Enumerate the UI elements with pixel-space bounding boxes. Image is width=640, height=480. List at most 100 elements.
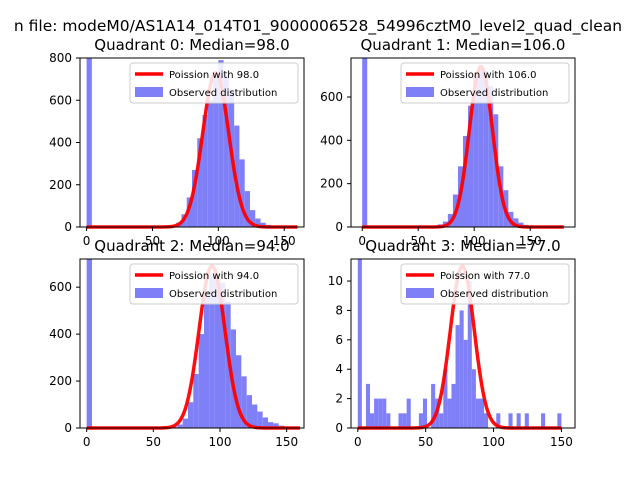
histogram-bar xyxy=(524,413,529,428)
histogram-bar xyxy=(508,413,513,428)
histogram-bar xyxy=(422,398,428,428)
histogram-bar xyxy=(223,74,229,228)
histogram-bar xyxy=(236,355,242,428)
histogram-bar xyxy=(447,398,452,428)
x-tick-label: 150 xyxy=(273,234,296,248)
y-tick-label: 600 xyxy=(320,90,343,104)
legend: Poission with 77.0 Observed distribution xyxy=(400,263,570,305)
y-tick-label: 2 xyxy=(335,392,343,406)
x-tick-label: 0 xyxy=(83,435,91,449)
legend-bar-swatch xyxy=(406,288,434,298)
histogram-bar xyxy=(488,86,494,227)
x-tick-label: 50 xyxy=(146,435,161,449)
histogram-bar xyxy=(479,398,485,428)
histogram-bar xyxy=(209,275,215,428)
legend-label-observed: Observed distribution xyxy=(440,289,548,300)
y-tick-label: 6 xyxy=(335,333,343,347)
histogram-bar xyxy=(557,413,562,428)
histogram-bar xyxy=(431,383,436,428)
legend-label-observed: Observed distribution xyxy=(440,88,548,99)
y-tick-label: 400 xyxy=(49,136,72,150)
legend-label-poisson: Poission with 77.0 xyxy=(440,271,530,282)
histogram-bar xyxy=(357,259,362,428)
histogram-bar xyxy=(463,136,469,227)
legend-bar-swatch xyxy=(135,288,163,298)
histogram-bar xyxy=(257,411,263,428)
histogram-bar xyxy=(207,100,214,227)
legend: Poission with 94.0 Observed distribution xyxy=(129,263,299,305)
histogram-bar xyxy=(214,277,220,428)
histogram-bar xyxy=(268,422,274,428)
y-tick-label: 600 xyxy=(49,280,72,294)
legend: Poission with 106.0 Observed distribution xyxy=(400,62,570,104)
x-tick-label: 150 xyxy=(275,435,298,449)
y-tick-label: 400 xyxy=(49,327,72,341)
histogram-bar xyxy=(483,71,489,227)
histogram-bar xyxy=(513,218,519,227)
histogram-bar xyxy=(443,369,448,428)
legend-box xyxy=(400,62,570,104)
axes-frame xyxy=(350,57,576,228)
quadrant-0-panel: 0 50 100 150 0 200 400 600 800 Quadrant 0: Median… xyxy=(49,36,305,248)
histogram-bar xyxy=(244,191,250,227)
histogram-bar xyxy=(365,383,370,428)
legend-bar-swatch xyxy=(135,87,163,97)
legend-box xyxy=(400,263,570,305)
y-tick-label: 0 xyxy=(335,421,343,435)
y-tick-label: 600 xyxy=(49,93,72,107)
histogram-bar xyxy=(386,413,391,428)
y-tick-label: 400 xyxy=(320,133,343,147)
quadrant-2-panel: 0 50 100 150 0 200 400 600 Quadrant 2: Median=94… xyxy=(49,237,305,449)
y-tick-label: 200 xyxy=(49,374,72,388)
histogram-bar xyxy=(406,398,411,428)
histogram-bar xyxy=(255,218,261,227)
histogram-bar xyxy=(459,310,464,428)
histogram-bar xyxy=(496,413,501,428)
axes-frame xyxy=(79,258,305,429)
histogram-bar xyxy=(262,417,268,428)
histogram-bar xyxy=(218,60,224,227)
histogram-bar xyxy=(246,395,252,428)
legend: Poission with 98.0 Observed distribution xyxy=(129,62,299,104)
histogram-bar xyxy=(439,413,444,428)
quadrant-2-title: Quadrant 2: Median=94.0 xyxy=(94,237,289,255)
histogram-bar xyxy=(484,413,489,428)
histogram-bar xyxy=(86,58,92,227)
legend-box xyxy=(129,263,299,305)
histogram-bar xyxy=(260,222,266,227)
legend-box xyxy=(129,62,299,104)
y-tick-label: 0 xyxy=(335,220,343,234)
histogram-bar xyxy=(213,72,219,227)
x-tick-label: 0 xyxy=(358,234,366,248)
histogram-bar xyxy=(468,105,474,227)
histogram-bar xyxy=(398,413,403,428)
histogram-bar xyxy=(374,398,379,428)
quadrant-1-panel: 0 50 100 150 0 200 400 600 Quadrant 1: Median=10… xyxy=(320,36,576,248)
x-tick-label: 0 xyxy=(354,435,362,449)
histogram-bar xyxy=(193,374,199,428)
x-tick-label: 100 xyxy=(207,234,230,248)
histogram-bar xyxy=(541,413,546,428)
histogram-bar xyxy=(202,115,208,227)
histogram-bar xyxy=(473,75,479,227)
x-tick-label: 50 xyxy=(411,234,426,248)
histogram-bar xyxy=(186,197,192,227)
histogram-bar xyxy=(239,159,245,227)
y-tick-label: 8 xyxy=(335,303,343,317)
y-tick-label: 0 xyxy=(64,421,72,435)
histogram-bar xyxy=(249,210,256,227)
y-tick-label: 200 xyxy=(320,177,343,191)
histogram-bar xyxy=(197,138,203,227)
x-tick-label: 50 xyxy=(418,435,433,449)
x-tick-label: 150 xyxy=(550,435,573,449)
histogram-bar xyxy=(370,413,375,428)
x-tick-label: 100 xyxy=(482,435,505,449)
histogram-bar xyxy=(451,383,456,428)
x-tick-label: 100 xyxy=(209,435,232,449)
figure-title: n file: modeM0/AS1A14_014T01_9000006528_… xyxy=(14,17,622,36)
histogram-bar xyxy=(273,423,279,428)
quadrant-0-title: Quadrant 0: Median=98.0 xyxy=(94,36,289,54)
y-tick-label: 200 xyxy=(49,178,72,192)
axes-frame xyxy=(350,258,576,429)
